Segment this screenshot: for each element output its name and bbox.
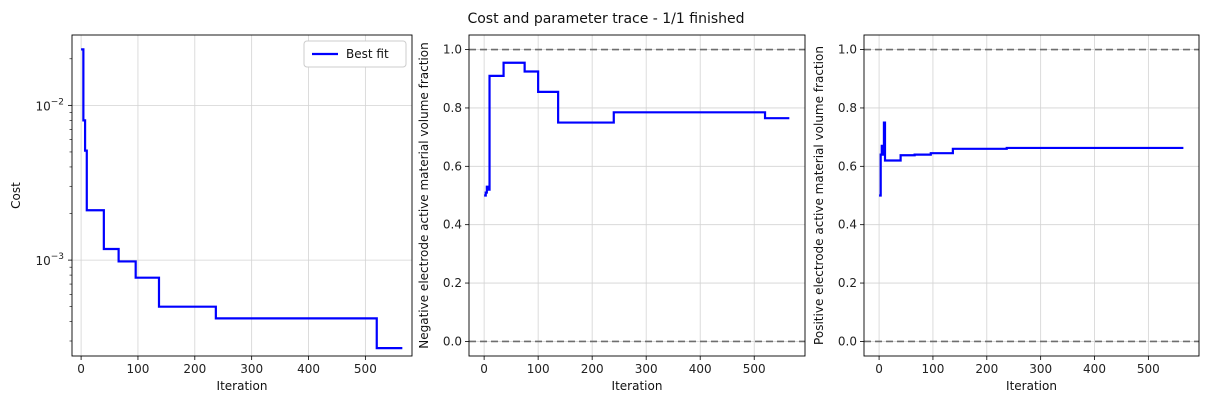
- y-tick-label: 0.0: [443, 334, 462, 348]
- x-tick-label: 200: [183, 362, 206, 376]
- y-tick-label: 0.2: [443, 276, 462, 290]
- x-tick-label: 100: [527, 362, 550, 376]
- plots-container: 0 100 200 300 400 500 10−3 10−2 Iteration Cost Bes…: [9, 34, 1200, 393]
- y-tick-label: 10−2: [35, 97, 64, 113]
- y-tick-label: 0.4: [838, 218, 857, 232]
- series-line-1: [484, 61, 790, 197]
- x-tick-label: 0: [875, 362, 883, 376]
- x-tick-label: 200: [975, 362, 998, 376]
- x-tick-label: 400: [1083, 362, 1106, 376]
- x-axis-label: Iteration: [217, 379, 268, 393]
- x-tick-label: 400: [689, 362, 712, 376]
- x-tick-label: 0: [77, 362, 85, 376]
- series-line-1: [879, 121, 1184, 197]
- x-tick-label: 500: [743, 362, 766, 376]
- x-tick-label: 300: [240, 362, 263, 376]
- subplot-3: 0 100 200 300 400 500 0.0 0.2 0.4 0.6 0.8 1.0 Iterat…: [812, 34, 1200, 393]
- x-tick-label: 100: [921, 362, 944, 376]
- y-tick-label: 0.2: [838, 276, 857, 290]
- y-tick-label: 0.6: [838, 159, 857, 173]
- subplot-1: 0 100 200 300 400 500 10−3 10−2 Iteration Cost Bes…: [9, 34, 413, 393]
- x-tick-label: 200: [581, 362, 604, 376]
- y-tick-label: 0.4: [443, 218, 462, 232]
- series-line-1: [81, 48, 403, 350]
- axes-frame: [863, 34, 1200, 357]
- x-tick-label: 400: [297, 362, 320, 376]
- x-tick-label: 300: [1029, 362, 1052, 376]
- x-tick-label: 100: [127, 362, 150, 376]
- legend: Best fit: [303, 40, 407, 68]
- x-tick-label: 300: [635, 362, 658, 376]
- axes-frame: [468, 34, 806, 357]
- y-tick-label: 0.8: [838, 101, 857, 115]
- y-tick-label: 1.0: [443, 43, 462, 57]
- x-axis-label: Iteration: [612, 379, 663, 393]
- y-axis-label: Positive electrode active material volum…: [812, 46, 826, 345]
- y-tick-label: 1.0: [838, 43, 857, 57]
- y-tick-label: 0.6: [443, 159, 462, 173]
- x-tick-label: 500: [354, 362, 377, 376]
- legend-box: [303, 40, 407, 68]
- legend-label: Best fit: [346, 47, 389, 61]
- subplot-2: 0 100 200 300 400 500 0.0 0.2 0.4 0.6 0.8 1.0 Iterat…: [417, 34, 806, 393]
- y-axis-label: Negative electrode active material volum…: [417, 42, 431, 348]
- y-tick-label: 0.0: [838, 334, 857, 348]
- y-axis-label: Cost: [9, 182, 23, 209]
- x-axis-label: Iteration: [1006, 379, 1057, 393]
- y-tick-label: 10−3: [35, 252, 64, 268]
- y-tick-label: 0.8: [443, 101, 462, 115]
- x-tick-label: 0: [480, 362, 488, 376]
- x-tick-label: 500: [1137, 362, 1160, 376]
- figure-suptitle: Cost and parameter trace - 1/1 finished: [467, 11, 744, 27]
- axes-frame: [71, 34, 413, 357]
